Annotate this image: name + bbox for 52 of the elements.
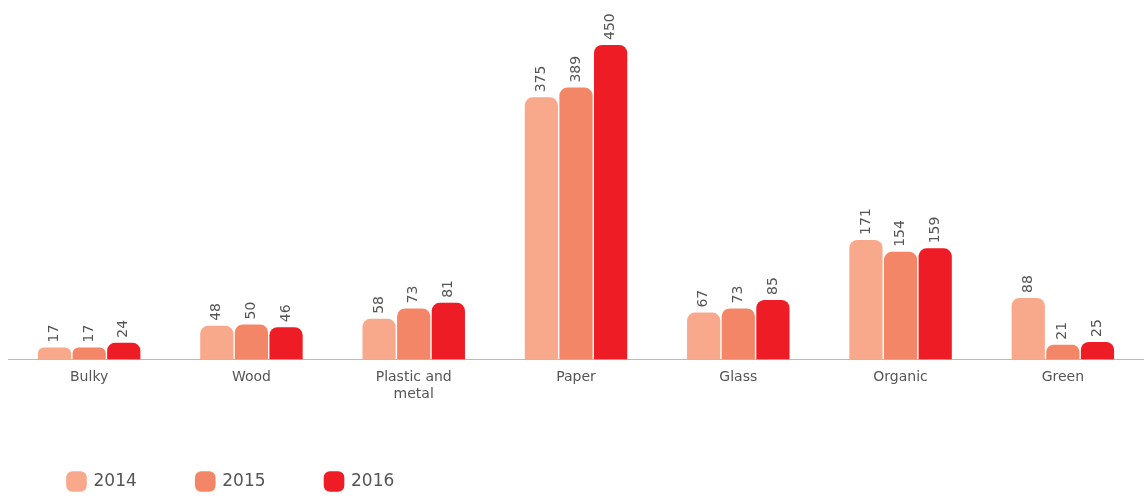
bar: [594, 44, 628, 360]
bar: [200, 325, 234, 360]
legend-label: 2016: [351, 469, 395, 490]
bar: [524, 97, 558, 360]
data-label: 67: [694, 289, 711, 308]
bar: [107, 342, 141, 360]
bar: [362, 318, 396, 360]
data-label: 25: [1088, 319, 1105, 337]
bar: [1011, 297, 1045, 360]
data-label: 58: [369, 296, 386, 314]
bar: [397, 308, 431, 360]
legend-label: 2014: [93, 469, 137, 490]
data-label: 375: [532, 65, 549, 93]
x-tick-label: Organic: [873, 368, 928, 385]
bar: [1046, 344, 1080, 360]
x-tick-label: Paper: [556, 368, 597, 385]
bar: [849, 239, 883, 360]
x-tick-label: Wood: [231, 368, 271, 385]
bar: [269, 327, 303, 360]
bar: [431, 302, 465, 360]
data-label: 159: [925, 216, 942, 244]
data-label: 88: [1018, 275, 1035, 293]
data-label: 81: [438, 279, 455, 298]
bar: [72, 347, 106, 360]
x-tick-label: Bulky: [70, 368, 109, 385]
data-label: 50: [242, 301, 259, 320]
data-label: 17: [45, 324, 62, 343]
legend-label: 2015: [222, 469, 266, 490]
data-label: 154: [891, 219, 908, 247]
data-label: 21: [1053, 321, 1070, 340]
bar: [234, 324, 269, 360]
bar: [918, 248, 952, 360]
data-label: 73: [404, 285, 421, 304]
data-label: 171: [856, 208, 873, 235]
x-tick-label: Green: [1041, 368, 1085, 385]
bar: [721, 308, 755, 360]
bar: [687, 312, 721, 360]
data-label: 389: [566, 55, 583, 83]
x-tick-label: Glass: [719, 368, 758, 385]
bar: [883, 251, 918, 360]
bar: [37, 347, 72, 360]
x-tick-label: Plastic and metal: [375, 368, 452, 402]
bar: [756, 300, 790, 360]
data-label: 24: [114, 319, 131, 338]
bar: [559, 87, 593, 360]
data-label: 85: [763, 277, 780, 295]
data-label: 46: [276, 304, 293, 323]
data-label: 48: [207, 303, 224, 321]
bar: [1080, 341, 1115, 360]
data-label: 450: [601, 13, 618, 40]
data-label: 73: [728, 285, 745, 304]
data-label: 17: [79, 324, 96, 343]
